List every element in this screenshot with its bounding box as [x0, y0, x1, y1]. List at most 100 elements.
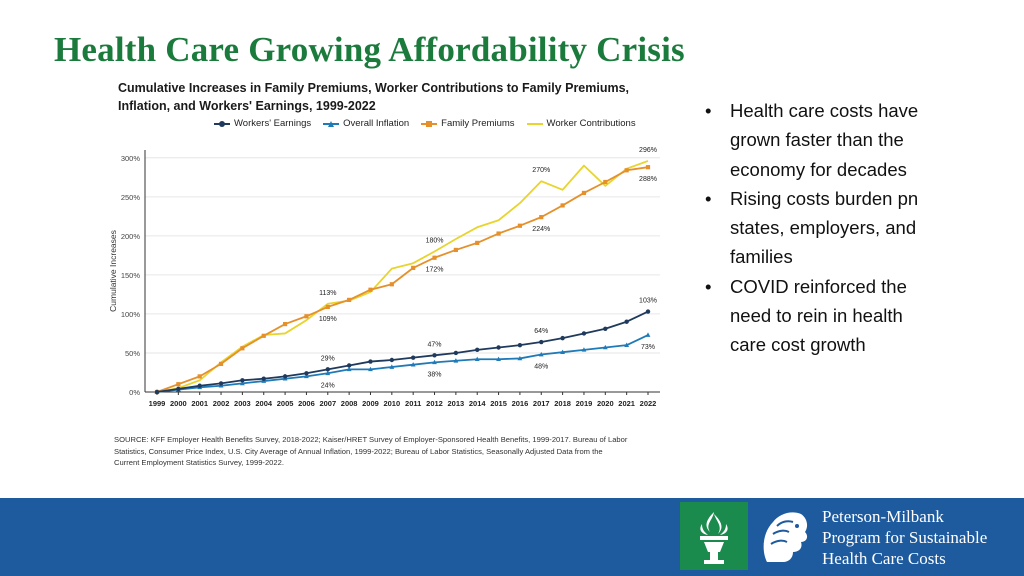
chart-title-line-2: Inflation, and Workers' Earnings, 1999-2…: [118, 99, 376, 113]
data-label: 64%: [534, 328, 548, 335]
data-point: [389, 357, 395, 363]
data-point: [368, 359, 373, 364]
data-point: [325, 370, 331, 376]
data-point: [218, 381, 224, 386]
data-point: [453, 247, 458, 253]
data-label: 288%: [639, 176, 657, 183]
x-tick-label: 2006: [298, 399, 315, 408]
footer-bar: [0, 498, 1024, 576]
x-tick-label: 2018: [554, 399, 571, 408]
legend-swatch: [421, 119, 438, 129]
data-point: [496, 231, 501, 236]
data-point: [432, 359, 437, 365]
data-point: [645, 332, 651, 337]
data-point: [304, 314, 309, 319]
data-label: 29%: [321, 355, 335, 362]
bullet-item: • Health care costs have grown faster tha…: [705, 100, 919, 180]
series-line: [156, 334, 649, 393]
data-point: [624, 342, 630, 347]
x-tick-label: 2000: [170, 399, 187, 408]
y-tick-label: 200%: [121, 232, 141, 241]
data-label: 270%: [532, 167, 550, 174]
line-chart: 0% 50% 100% 150% 200% 250% 300% 1999 2000 2001 200…: [108, 147, 660, 408]
bullet-item: • Rising costs burden pn states, employer…: [705, 187, 919, 268]
chart-title: Cumulative Increases in Family Premiums,…: [118, 79, 638, 115]
data-point: [346, 363, 352, 368]
lion-icon: [763, 512, 808, 562]
data-point: [645, 309, 651, 314]
legend-label: Family Premiums: [441, 118, 515, 129]
data-point: [304, 373, 309, 379]
x-tick-label: 2004: [255, 399, 273, 408]
legend-swatch: [526, 119, 543, 129]
data-point: [560, 203, 565, 208]
data-point: [325, 367, 330, 372]
x-tick-label: 2020: [597, 399, 614, 408]
legend-label: Workers' Earnings: [234, 118, 312, 129]
data-point: [240, 346, 245, 351]
data-point: [432, 255, 437, 260]
data-point: [474, 356, 480, 362]
y-tick-label: 50%: [125, 349, 140, 358]
data-label: 109%: [319, 316, 337, 323]
series-line: [156, 310, 649, 393]
torch-icon: [700, 512, 728, 564]
data-point: [602, 344, 608, 350]
x-tick-label: 2012: [426, 399, 443, 408]
data-point: [347, 297, 352, 302]
y-tick-label: 150%: [121, 271, 141, 280]
x-tick-label: 2019: [576, 399, 593, 408]
data-point: [603, 326, 608, 331]
data-point: [304, 371, 309, 376]
data-point: [517, 342, 523, 348]
x-tick-label: 2007: [319, 399, 336, 408]
data-point: [197, 383, 202, 388]
y-tick-label: 100%: [121, 310, 141, 319]
data-point: [261, 333, 266, 338]
legend-item: Overall Inflation: [323, 118, 409, 129]
bullet-item: • COVID reinforced the need to rein in he…: [705, 275, 907, 356]
data-label: 296%: [639, 147, 657, 154]
x-tick-label: 2001: [191, 399, 208, 408]
source-line-2: Statistics, Consumer Price Index, U.S. C…: [114, 446, 603, 456]
data-label: 113%: [319, 290, 336, 297]
data-point: [411, 265, 416, 270]
chart-legend: Workers' Earnings Overall Inflation Family…: [214, 118, 636, 129]
org-line-1: Peterson-Milbank: [822, 507, 944, 526]
y-tick-label: 250%: [121, 193, 141, 202]
data-point: [517, 355, 523, 361]
y-tick-label: 0%: [129, 388, 140, 397]
x-tick-label: 2008: [341, 399, 358, 408]
data-point: [539, 215, 544, 220]
legend-swatch: [323, 119, 340, 129]
data-point: [368, 366, 373, 372]
data-point: [240, 378, 245, 383]
legend-item: Family Premiums: [421, 118, 515, 129]
data-point: [239, 380, 245, 386]
x-tick-label: 2015: [490, 399, 507, 408]
x-tick-label: 2002: [213, 399, 230, 408]
data-point: [560, 335, 565, 341]
x-tick-label: 2009: [362, 399, 379, 408]
data-point: [197, 374, 202, 379]
data-point: [432, 353, 437, 358]
data-point: [624, 319, 629, 324]
data-label: 48%: [534, 364, 548, 371]
data-point: [154, 389, 160, 395]
data-label: 47%: [428, 341, 442, 348]
data-label: 180%: [426, 237, 444, 244]
data-point: [389, 282, 394, 287]
data-point: [410, 355, 416, 360]
legend-swatch: [214, 119, 230, 129]
bullet-list: • Health care costs have grown faster tha…: [702, 96, 922, 360]
legend-item: Worker Contributions: [526, 118, 636, 129]
y-axis-label: Cumulative Increases: [108, 230, 118, 312]
data-point: [581, 331, 587, 336]
x-tick-label: 1999: [149, 399, 166, 408]
x-tick-label: 2005: [277, 399, 294, 408]
data-point: [325, 304, 330, 310]
data-point: [496, 345, 501, 350]
x-tick-label: 2011: [405, 399, 421, 408]
x-tick-label: 2013: [448, 399, 465, 408]
data-point: [581, 347, 587, 352]
